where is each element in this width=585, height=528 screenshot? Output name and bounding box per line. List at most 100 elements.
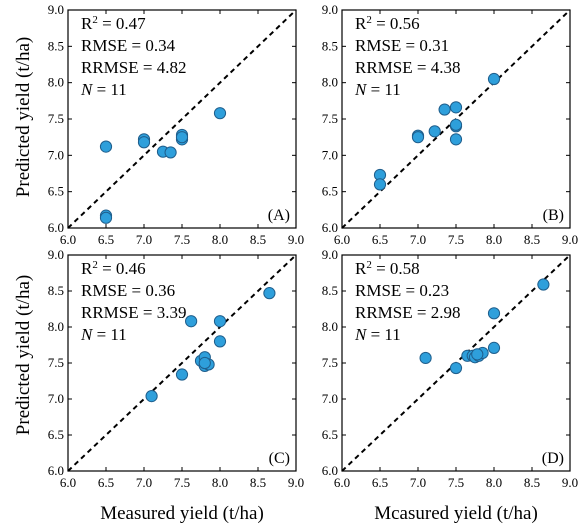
y-tick-label-b-1: 6.5 [322, 184, 338, 199]
data-point-b-1 [373, 178, 387, 191]
x-tick-label-b-0: 6.0 [334, 232, 350, 247]
rmse-stat-c: RMSE = 0.36 [81, 281, 175, 300]
data-point-a-10 [175, 131, 189, 144]
panel-a: 6.0 6.5 7.0 7.5 8.0 8.5 9.0 6.0 6.5 7.0 7.5 8.0 8.5 9… [48, 2, 304, 247]
y-tick-label-d-2: 7.0 [322, 391, 338, 406]
x-tick-label-c-5: 8.5 [250, 475, 266, 490]
n-stat-a: N = 11 [80, 80, 127, 99]
panel-label-d: (D) [542, 450, 564, 467]
data-point-d-1 [449, 361, 463, 375]
data-point-a-4 [137, 136, 151, 149]
y-tick-label-a-6: 9.0 [48, 2, 64, 17]
data-point-c-0 [145, 390, 158, 403]
x-axis-label-right: Mcasured yield (t/ha) [374, 503, 538, 524]
x-tick-label-a-2: 7.0 [136, 232, 152, 247]
x-tick-label-c-2: 7.0 [136, 475, 152, 490]
data-point-b-10 [449, 118, 463, 131]
rrmse-stat-d: RRMSE = 2.98 [355, 303, 460, 322]
data-point-c-10 [198, 356, 211, 370]
x-tick-label-d-2: 7.0 [410, 475, 426, 490]
y-tick-label-c-4: 8.0 [48, 319, 64, 334]
rmse-stat-b: RMSE = 0.31 [355, 36, 449, 55]
panel-d: 6.0 6.5 7.0 7.5 8.0 8.5 9.0 6.0 6.5 7.0 7.5 8.0 8.5 9… [322, 247, 578, 490]
rmse-stat-a: RMSE = 0.34 [81, 36, 176, 55]
y-tick-label-c-0: 6.0 [48, 463, 64, 478]
x-tick-label-c-4: 8.0 [212, 475, 228, 490]
data-point-a-0 [99, 140, 113, 153]
y-tick-label-d-0: 6.0 [322, 463, 338, 478]
panel-c: 6.0 6.5 7.0 7.5 8.0 8.5 9.0 6.0 6.5 7.0 7.5 8.0 8.5 9… [48, 247, 304, 490]
r2-stat-d: R2 = 0.58 [355, 259, 420, 278]
data-point-c-2 [185, 315, 198, 328]
rmse-stat-d: RMSE = 0.23 [355, 281, 449, 300]
y-tick-label-d-4: 8.0 [322, 319, 338, 334]
y-tick-label-a-0: 6.0 [48, 220, 64, 235]
x-tick-label-c-0: 6.0 [60, 475, 76, 490]
n-stat-c: N = 11 [80, 325, 127, 344]
y-tick-label-a-5: 8.5 [48, 38, 64, 53]
x-tick-label-b-1: 6.5 [372, 232, 388, 247]
y-tick-label-b-4: 8.0 [322, 75, 338, 90]
x-tick-label-d-3: 7.5 [448, 475, 464, 490]
rrmse-stat-a: RRMSE = 4.82 [81, 58, 186, 77]
n-stat-d: N = 11 [354, 325, 401, 344]
y-tick-label-b-2: 7.0 [322, 147, 338, 162]
data-point-c-8 [213, 335, 227, 348]
data-point-d-8 [487, 341, 501, 354]
y-axis-label-bottom: Predicted yield (t/ha) [13, 275, 34, 435]
panel-label-b: (B) [543, 207, 564, 224]
y-tick-label-b-5: 8.5 [322, 38, 338, 53]
data-point-c-7 [213, 315, 227, 328]
y-axis-label-top: Predicted yield (t/ha) [13, 37, 34, 197]
data-point-b-5 [438, 103, 451, 116]
r2-stat-b: R2 = 0.56 [355, 14, 420, 33]
y-tick-label-c-3: 7.5 [48, 355, 64, 370]
panel-label-a: (A) [268, 207, 290, 224]
data-point-a-9 [213, 107, 227, 120]
data-point-b-6 [449, 101, 463, 114]
rrmse-stat-c: RRMSE = 3.39 [81, 303, 186, 322]
rrmse-stat-b: RRMSE = 4.38 [355, 58, 460, 77]
x-tick-label-b-2: 7.0 [410, 232, 426, 247]
x-tick-label-b-5: 8.5 [524, 232, 540, 247]
x-tick-label-c-3: 7.5 [174, 475, 190, 490]
r2-stat-c: R2 = 0.46 [81, 259, 146, 278]
data-point-c-1 [175, 368, 189, 381]
y-tick-label-d-6: 9.0 [322, 247, 338, 262]
data-point-a-2 [99, 211, 113, 224]
data-point-b-3 [411, 131, 425, 144]
x-tick-label-a-5: 8.5 [250, 232, 266, 247]
y-tick-label-b-6: 9.0 [322, 2, 338, 17]
x-tick-label-a-1: 6.5 [98, 232, 114, 247]
x-tick-label-c-1: 6.5 [98, 475, 114, 490]
panel-label-c: (C) [269, 450, 290, 467]
y-tick-label-c-2: 7.0 [48, 391, 64, 406]
r2-stat-a: R2 = 0.47 [81, 14, 146, 33]
n-stat-b: N = 11 [354, 80, 401, 99]
data-point-a-6 [164, 146, 177, 159]
x-tick-label-d-5: 8.5 [524, 475, 540, 490]
x-tick-label-c-6: 9.0 [288, 475, 304, 490]
x-tick-label-a-6: 9.0 [288, 232, 304, 247]
y-tick-label-c-1: 6.5 [48, 427, 64, 442]
data-point-d-10 [471, 348, 484, 361]
y-tick-label-a-3: 7.5 [48, 111, 64, 126]
y-tick-label-d-1: 6.5 [322, 427, 338, 442]
y-tick-label-d-5: 8.5 [322, 283, 338, 298]
x-tick-label-b-3: 7.5 [448, 232, 464, 247]
x-tick-label-b-4: 8.0 [486, 232, 502, 247]
x-tick-label-d-1: 6.5 [372, 475, 388, 490]
data-point-b-9 [487, 72, 501, 86]
y-tick-label-d-3: 7.5 [322, 355, 338, 370]
x-tick-label-d-6: 9.0 [562, 475, 578, 490]
data-point-c-9 [263, 287, 276, 300]
x-tick-label-d-4: 8.0 [486, 475, 502, 490]
y-tick-label-a-1: 6.5 [48, 184, 64, 199]
y-tick-label-a-4: 8.0 [48, 75, 64, 90]
y-tick-label-c-5: 8.5 [48, 283, 64, 298]
y-tick-label-b-3: 7.5 [322, 111, 338, 126]
data-point-b-4 [428, 125, 441, 138]
y-tick-label-c-6: 9.0 [48, 247, 64, 262]
data-point-d-0 [419, 351, 432, 365]
